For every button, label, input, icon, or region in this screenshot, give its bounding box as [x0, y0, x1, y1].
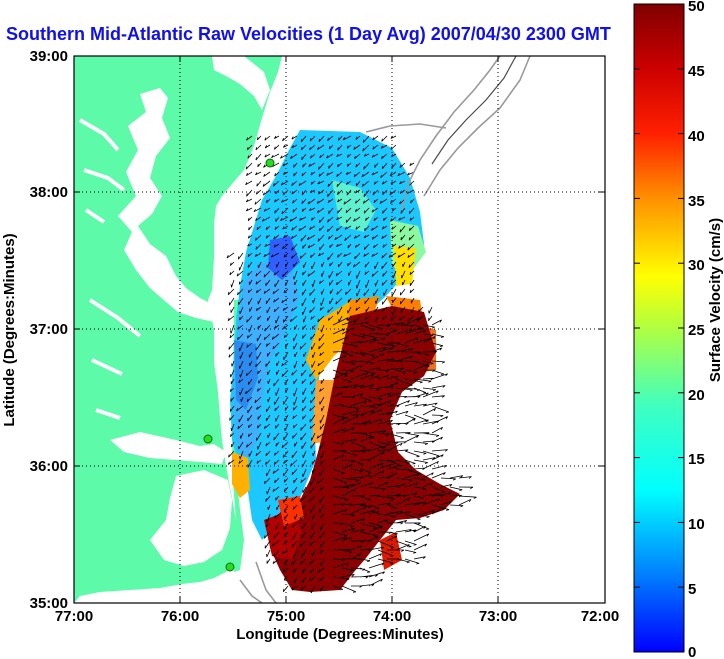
- velocity-vectors: [226, 135, 477, 594]
- x-axis-title: Longitude (Degrees:Minutes): [236, 626, 444, 643]
- y-tick-label: 37:00: [30, 321, 68, 338]
- y-tick-label: 35:00: [30, 595, 68, 612]
- y-tick-label: 39:00: [30, 48, 68, 65]
- albemarle-sound: [110, 432, 226, 464]
- y-tick-label: 38:00: [30, 184, 68, 201]
- grid-lines: [74, 56, 605, 603]
- colorbar-tick-label: 50: [688, 0, 705, 15]
- colorbar-tick-label: 15: [688, 451, 705, 468]
- colorbar-tick-label: 5: [688, 581, 696, 598]
- bathymetry-contours-dark: [431, 56, 517, 165]
- chesapeake-bay: [118, 88, 214, 322]
- radar-station-marker: [265, 158, 275, 168]
- map-title: Southern Mid-Atlantic Raw Velocities (1 …: [6, 24, 611, 44]
- colorbar-tick-label: 35: [688, 193, 705, 210]
- x-tick-label: 77:00: [55, 608, 93, 625]
- bathymetry-contours: [239, 56, 531, 603]
- river-channel: [78, 118, 142, 420]
- colorbar-ticks: [634, 3, 684, 653]
- colorbar-tick-label: 25: [688, 322, 705, 339]
- y-axis-title: Latitude (Degrees:Minutes): [1, 233, 18, 426]
- x-tick-label: 74:00: [373, 608, 411, 625]
- velocity-arrow-texture: [226, 135, 477, 594]
- radar-station-marker: [225, 562, 235, 572]
- colorbar-tick-label: 10: [688, 516, 705, 533]
- x-tick-label: 72:00: [581, 608, 619, 625]
- colorbar-tick-label: 30: [688, 257, 705, 274]
- y-tick-label: 36:00: [30, 458, 68, 475]
- delaware-bay: [212, 56, 270, 110]
- colorbar: [633, 3, 685, 653]
- x-tick-label: 75:00: [267, 608, 305, 625]
- colorbar-tick-label: 40: [688, 128, 705, 145]
- x-tick-marks: [74, 56, 605, 603]
- colorbar-tick-label: 45: [688, 63, 705, 80]
- colorbar-tick-label: 20: [688, 387, 705, 404]
- x-tick-label: 73:00: [479, 608, 517, 625]
- pamlico-sound: [150, 470, 232, 566]
- colorbar-tick-label: 0: [688, 644, 696, 659]
- colorbar-title: Surface Velocity (cm/s): [707, 218, 724, 382]
- x-tick-label: 76:00: [161, 608, 199, 625]
- radar-station-marker: [203, 434, 213, 444]
